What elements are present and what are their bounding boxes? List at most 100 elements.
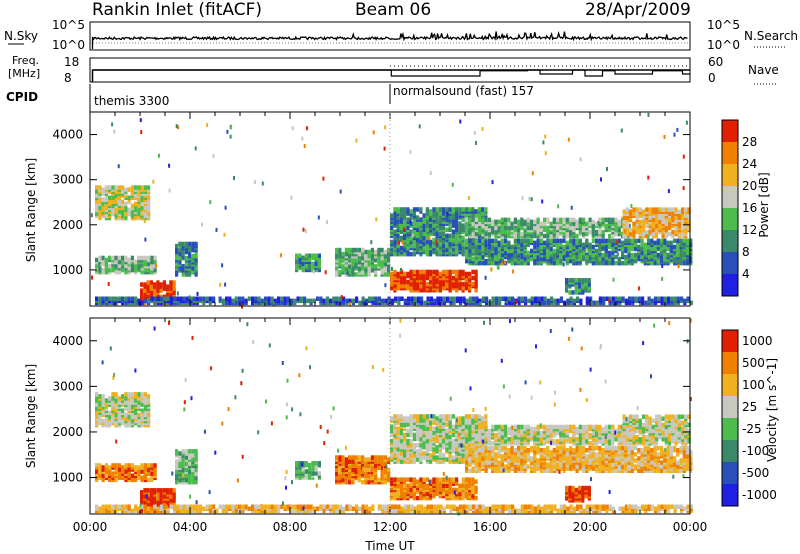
velocity-cell <box>448 485 452 491</box>
cpid-label: CPID <box>6 90 38 104</box>
power-scatter-cell <box>306 126 309 131</box>
power-cell <box>433 298 437 304</box>
power-cell <box>468 244 472 250</box>
power-scatter-cell <box>391 267 393 271</box>
power-cell <box>642 227 646 233</box>
power-cell <box>280 296 284 301</box>
power-cell <box>448 285 452 291</box>
power-cell <box>451 223 455 228</box>
power-scatter-cell <box>201 222 203 227</box>
velocity-cell <box>124 463 128 468</box>
power-cell <box>533 254 537 260</box>
power-cell <box>175 247 179 253</box>
velocity-cell <box>416 495 420 501</box>
power-cell <box>673 244 677 250</box>
power-scatter-cell <box>475 140 477 145</box>
power-cell <box>354 272 358 277</box>
power-cell <box>608 238 612 244</box>
velocity-cell <box>317 461 321 466</box>
power-cell <box>108 263 112 269</box>
velocity-cell <box>121 394 125 399</box>
power-cell <box>319 296 323 301</box>
power-cell <box>504 246 508 252</box>
power-cell <box>114 197 118 202</box>
power-cell <box>638 229 642 235</box>
velocity-cell <box>124 396 128 401</box>
power-cell <box>565 233 569 239</box>
power-scatter-cell <box>206 123 209 128</box>
power-cell <box>481 217 485 223</box>
velocity-cell <box>95 398 99 403</box>
velocity-cell <box>390 477 394 482</box>
velocity-cell <box>111 416 115 422</box>
power-cell <box>638 207 642 212</box>
velocity-cell <box>458 457 462 462</box>
power-scatter-cell <box>484 275 487 280</box>
power-cell <box>634 258 638 264</box>
velocity-cell <box>108 410 112 416</box>
velocity-cell <box>412 432 416 438</box>
power-cell <box>668 231 672 237</box>
power-cell <box>559 296 563 301</box>
power-cell <box>439 300 443 306</box>
power-cell <box>387 296 391 301</box>
power-cell <box>604 238 608 244</box>
velocity-cell <box>429 453 433 458</box>
power-cell <box>500 238 504 244</box>
power-cell <box>471 233 475 239</box>
power-cell <box>657 296 661 301</box>
power-cell <box>298 259 302 264</box>
power-cell <box>159 288 163 293</box>
power-cell <box>481 296 485 301</box>
power-cell <box>674 207 678 212</box>
power-scatter-cell <box>144 237 147 242</box>
velocity-cell <box>396 414 400 419</box>
velocity-cell <box>425 430 429 436</box>
power-cell <box>536 223 540 229</box>
power-cell <box>179 296 183 301</box>
velocity-cell <box>396 477 400 482</box>
power-cell <box>130 203 134 209</box>
power-scatter-cell <box>473 130 476 135</box>
power-cell <box>571 290 575 295</box>
power-cell <box>686 296 690 301</box>
power-scatter-cell <box>451 182 454 187</box>
power-scatter-cell <box>261 181 264 186</box>
power-cell <box>660 238 664 244</box>
power-cell <box>438 207 442 212</box>
velocity-cell <box>409 430 413 436</box>
power-cell <box>632 207 636 212</box>
velocity-cell <box>367 473 371 479</box>
power-cell <box>511 296 515 301</box>
power-cell <box>387 258 391 263</box>
power-cell <box>477 207 481 212</box>
power-cell <box>111 267 115 273</box>
power-cell <box>114 189 118 194</box>
velocity-cell <box>448 440 452 446</box>
power-cell <box>420 296 424 301</box>
power-cell <box>436 296 440 301</box>
power-cell <box>497 246 501 252</box>
noise-left-label: N.Sky <box>4 29 38 43</box>
power-cell <box>634 238 638 244</box>
power-scatter-cell <box>91 275 93 280</box>
velocity-cell <box>166 488 170 493</box>
power-cell <box>559 225 563 231</box>
power-cell <box>442 269 446 275</box>
power-cell <box>147 211 151 217</box>
velocity-cell <box>137 475 141 480</box>
power-cell <box>438 285 442 291</box>
power-cell <box>651 217 655 223</box>
power-cell <box>413 296 417 301</box>
power-cell <box>390 239 394 245</box>
power-cell <box>642 223 646 229</box>
velocity-cell <box>150 477 154 483</box>
frequency-tick-bottom: 8 <box>64 71 72 85</box>
power-cell <box>614 227 618 233</box>
power-scatter-cell <box>400 268 402 272</box>
velocity-cell <box>191 475 195 481</box>
power-scatter-cell <box>209 200 212 205</box>
velocity-cell <box>298 461 302 466</box>
power-cell <box>143 185 147 190</box>
power-cell <box>556 248 560 254</box>
